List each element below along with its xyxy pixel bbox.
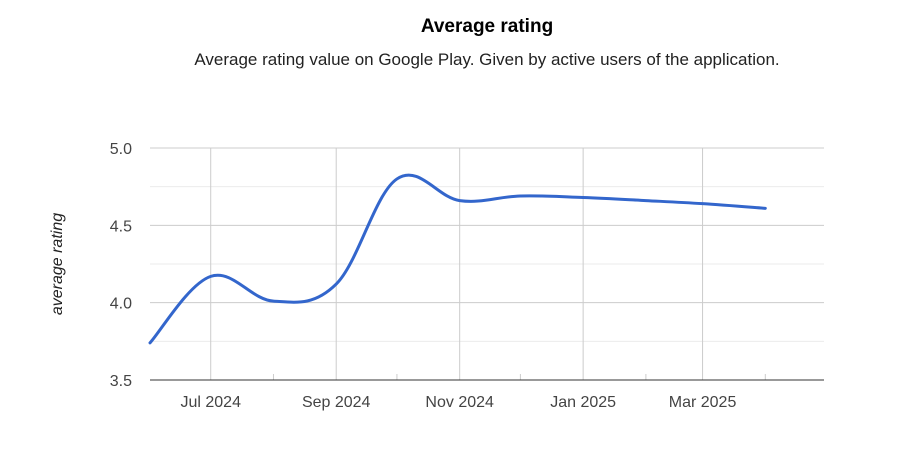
x-tick-label: Jul 2024 — [180, 394, 241, 411]
data-point — [333, 281, 339, 287]
data-point — [457, 198, 463, 204]
data-point — [147, 340, 153, 346]
series-line — [148, 173, 767, 345]
y-axis-title: average rating — [49, 213, 66, 315]
data-point — [270, 298, 276, 304]
x-tick-label: Sep 2024 — [302, 394, 371, 411]
y-tick-label: 4.0 — [110, 296, 132, 313]
x-tick-label: Mar 2025 — [669, 394, 737, 411]
x-tick-label: Nov 2024 — [425, 394, 494, 411]
data-point — [580, 194, 586, 200]
x-tick-label: Jan 2025 — [550, 394, 616, 411]
data-point — [394, 176, 400, 182]
chart-title: Average rating — [420, 16, 554, 37]
y-tick-label: 3.5 — [110, 373, 132, 390]
data-point — [700, 201, 706, 207]
chart-subtitle: Average rating value on Google Play. Giv… — [194, 50, 780, 69]
y-tick-label: 4.5 — [110, 218, 132, 235]
data-point — [517, 193, 523, 199]
y-tick-label: 5.0 — [110, 141, 132, 158]
data-point — [762, 205, 768, 211]
data-point — [643, 198, 649, 204]
data-point — [208, 273, 214, 279]
